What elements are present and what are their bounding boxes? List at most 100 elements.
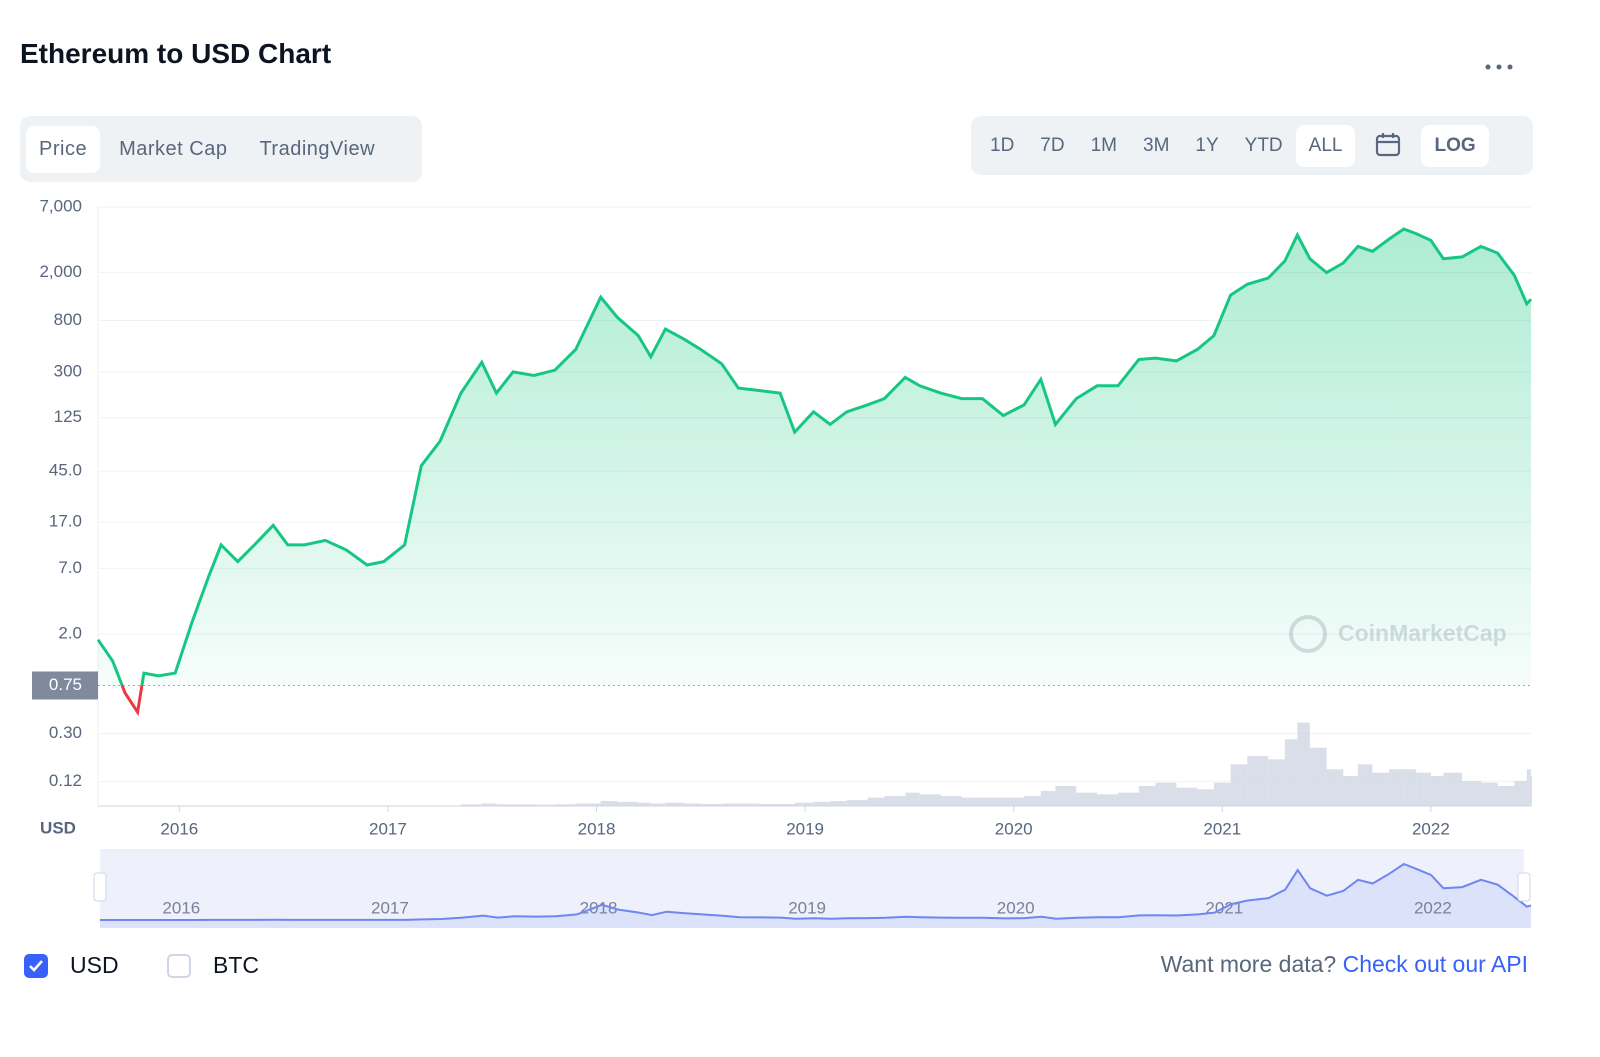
volume-bar	[1372, 772, 1390, 806]
navigator-line	[100, 862, 1532, 921]
x-tick-label: 2017	[369, 819, 407, 838]
range-button[interactable]: 3M	[1143, 134, 1170, 156]
volume-bar	[650, 803, 666, 806]
volume-bar	[1526, 769, 1531, 806]
x-tick-label: 2018	[578, 819, 616, 838]
y-tick-label: 2.0	[58, 624, 82, 643]
volume-bar	[1040, 791, 1056, 806]
api-link[interactable]: Check out our API	[1342, 951, 1528, 977]
volume-bar	[1462, 781, 1481, 806]
price-area	[98, 229, 1531, 686]
volume-bar	[1443, 772, 1463, 806]
volume-bar	[1076, 792, 1098, 806]
volume-bar	[1430, 776, 1444, 806]
check-icon	[29, 959, 43, 972]
range-button[interactable]: 7D	[1040, 134, 1065, 156]
volume-bar	[1389, 769, 1404, 806]
volume-bar	[617, 801, 639, 806]
volume-bar	[721, 803, 739, 806]
range-button[interactable]: 1Y	[1195, 134, 1219, 156]
y-unit-label: USD	[40, 818, 76, 837]
volume-bar	[884, 796, 906, 806]
checkbox	[24, 953, 48, 978]
tab[interactable]: TradingView	[259, 137, 376, 160]
range-button[interactable]: ALL	[1295, 124, 1356, 167]
volume-bar	[961, 797, 983, 806]
volume-bar	[867, 797, 885, 806]
volume-bar	[1309, 747, 1327, 806]
volume-bar	[575, 803, 601, 806]
volume-bar	[919, 794, 941, 806]
volume-bar	[982, 797, 1004, 806]
volume-bar	[1343, 776, 1358, 806]
volume-bar	[665, 802, 685, 806]
volume-bar	[600, 801, 618, 806]
y-tick-label: 45.0	[49, 461, 82, 480]
volume-bar	[1138, 786, 1156, 806]
range-button[interactable]: 1D	[990, 134, 1015, 156]
baseline-label-bg	[32, 671, 98, 700]
volume-bar	[794, 802, 814, 806]
currency-option[interactable]: USD	[24, 952, 119, 979]
volume-bar	[513, 804, 534, 806]
log-toggle[interactable]: LOG	[1421, 124, 1489, 167]
calendar-icon	[1376, 132, 1401, 156]
volume-bar	[1024, 796, 1041, 806]
navigator-area	[100, 864, 1531, 928]
volume-bar	[1230, 764, 1248, 806]
volume-bar	[1480, 782, 1498, 806]
volume-bar	[638, 802, 651, 806]
y-tick-label: 0.75	[49, 675, 82, 694]
volume-bar	[1326, 769, 1344, 806]
volume-bar	[759, 804, 781, 806]
volume-bar	[1055, 786, 1077, 806]
chart-tabs: Price Market Cap TradingView	[20, 116, 422, 182]
y-tick-label: 2,000	[39, 262, 82, 281]
volume-bar	[440, 805, 461, 806]
volume-bar	[1155, 782, 1177, 806]
volume-bar	[533, 804, 555, 806]
volume-bar	[1176, 787, 1198, 806]
x-tick-label: 2021	[1203, 819, 1241, 838]
x-tick-label: 2016	[160, 819, 198, 838]
price-line	[96, 227, 1533, 686]
tab[interactable]: Market Cap	[119, 137, 228, 160]
volume-bar	[1247, 756, 1269, 806]
navigator-tick-label: 2016	[162, 898, 200, 917]
volume-bar	[700, 804, 722, 806]
y-tick-label: 17.0	[49, 512, 82, 531]
range-button[interactable]: 1M	[1090, 134, 1117, 156]
y-tick-label: 0.30	[49, 723, 82, 742]
volume-bar	[1213, 782, 1231, 806]
x-tick-label: 2019	[786, 819, 824, 838]
volume-bar	[780, 804, 795, 806]
more-menu[interactable]	[1484, 60, 1514, 74]
navigator-tick-label: 2019	[788, 898, 826, 917]
currency-option[interactable]: BTC	[167, 952, 259, 979]
x-tick-label: 2020	[995, 819, 1033, 838]
volume-bar	[1357, 764, 1373, 806]
currency-label: USD	[70, 952, 119, 978]
navigator-handle[interactable]	[1517, 872, 1531, 902]
chart: 0.12 0.30 0.75 2.0 7.0 17.0 45.0 125 300 800 2,000…	[32, 196, 1533, 928]
checkbox	[167, 953, 191, 978]
volume-bar	[496, 804, 514, 806]
volume-bar	[460, 804, 482, 806]
y-tick-label: 0.12	[49, 771, 82, 790]
volume-bar	[846, 800, 868, 806]
navigator-handle[interactable]	[93, 872, 107, 902]
volume-bar	[1268, 759, 1285, 806]
volume-bar	[1284, 739, 1298, 806]
range-button[interactable]: YTD	[1244, 134, 1283, 156]
y-tick-label: 300	[54, 361, 82, 380]
volume-bar	[1514, 781, 1527, 806]
volume-bar	[1403, 769, 1417, 806]
volume-bar	[1416, 772, 1431, 806]
volume-bar	[1003, 797, 1025, 806]
calendar-button[interactable]	[1355, 124, 1413, 168]
volume-bar	[554, 804, 576, 806]
y-tick-label: 7,000	[39, 196, 82, 215]
tab[interactable]: Price	[26, 125, 101, 173]
currency-label: BTC	[213, 952, 259, 978]
